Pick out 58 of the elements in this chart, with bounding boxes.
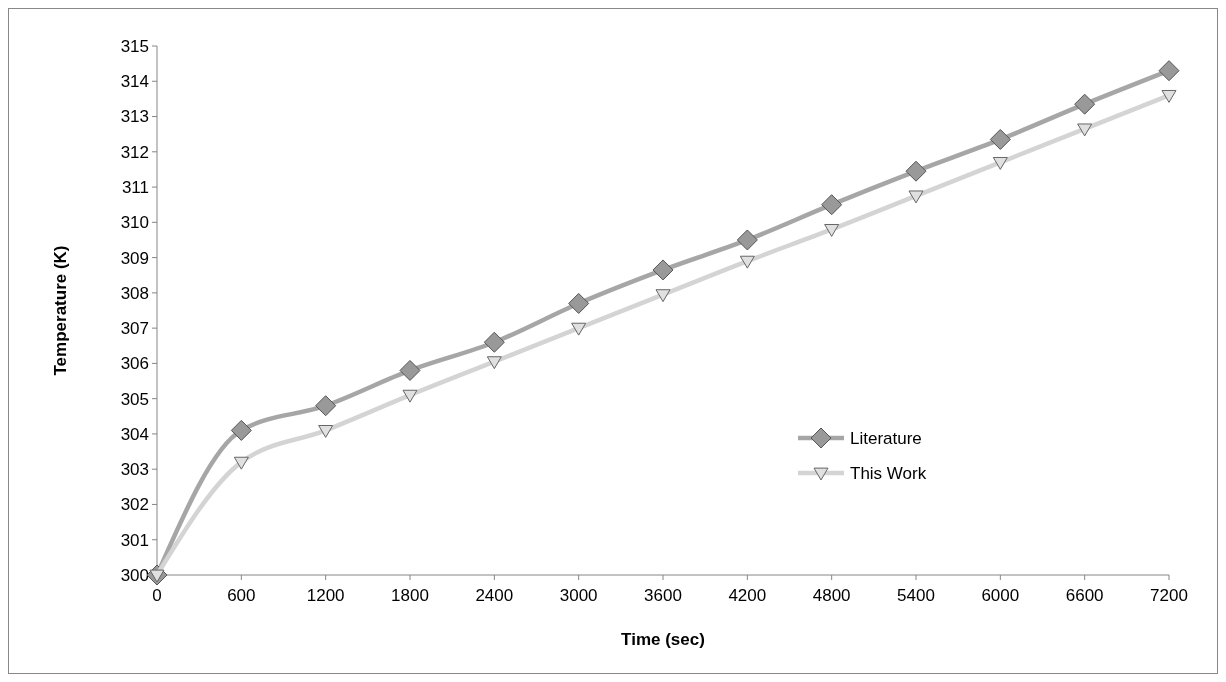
y-tick-label: 301 bbox=[120, 530, 149, 550]
point bbox=[402, 389, 418, 403]
point bbox=[989, 128, 1011, 150]
y-tick-label: 310 bbox=[120, 213, 149, 233]
point bbox=[905, 160, 927, 182]
y-tick-label: 303 bbox=[120, 460, 149, 480]
point bbox=[315, 395, 337, 417]
point bbox=[1161, 89, 1177, 103]
x-tick-label: 5400 bbox=[897, 586, 935, 605]
y-tick-label: 300 bbox=[120, 565, 149, 585]
y-tick-label: 315 bbox=[120, 36, 149, 56]
point bbox=[483, 331, 505, 353]
point bbox=[652, 259, 674, 281]
x-tick-label: 2400 bbox=[475, 586, 514, 605]
legend-label: This Work bbox=[850, 463, 927, 483]
point bbox=[486, 356, 502, 370]
y-tick-label: 314 bbox=[120, 72, 149, 92]
point bbox=[1077, 123, 1093, 137]
point bbox=[399, 359, 421, 381]
point bbox=[230, 419, 252, 441]
x-tick-label: 4800 bbox=[812, 586, 851, 605]
y-tick-label: 302 bbox=[120, 495, 149, 515]
point bbox=[571, 322, 587, 336]
x-tick-label: 7200 bbox=[1150, 586, 1188, 605]
y-tick-label: 313 bbox=[120, 107, 149, 127]
y-tick-label: 305 bbox=[120, 389, 149, 409]
point bbox=[736, 229, 758, 251]
point bbox=[655, 289, 671, 303]
x-tick-label: 1800 bbox=[391, 586, 429, 605]
y-tick-label: 309 bbox=[120, 248, 149, 268]
point bbox=[992, 156, 1008, 170]
y-tick-label: 307 bbox=[120, 319, 149, 339]
point bbox=[824, 223, 840, 237]
point bbox=[568, 292, 590, 314]
x-tick-label: 3000 bbox=[559, 586, 598, 605]
x-tick-label: 3600 bbox=[644, 586, 682, 605]
x-tick-label: 4200 bbox=[728, 586, 767, 605]
point bbox=[821, 194, 843, 216]
point bbox=[1074, 93, 1096, 115]
y-tick-label: 311 bbox=[121, 178, 149, 198]
y-tick-label: 304 bbox=[120, 424, 149, 444]
y-tick-label: 308 bbox=[120, 283, 149, 303]
x-tick-label: 6000 bbox=[981, 586, 1020, 605]
x-tick-label: 6600 bbox=[1065, 586, 1104, 605]
y-tick-label: 312 bbox=[120, 142, 149, 162]
point bbox=[233, 456, 249, 470]
point bbox=[739, 255, 755, 269]
x-tick-label: 1200 bbox=[306, 586, 345, 605]
x-tick-label: 0 bbox=[152, 586, 162, 605]
point bbox=[318, 425, 334, 438]
legend-label: Literature bbox=[850, 428, 922, 448]
x-tick-label: 600 bbox=[227, 586, 256, 605]
point bbox=[149, 569, 165, 583]
y-axis-title: Temperature (K) bbox=[51, 245, 70, 376]
x-axis-title: Time (sec) bbox=[621, 630, 705, 649]
point bbox=[1158, 60, 1180, 82]
y-tick-label: 306 bbox=[120, 354, 149, 374]
point bbox=[908, 190, 924, 204]
